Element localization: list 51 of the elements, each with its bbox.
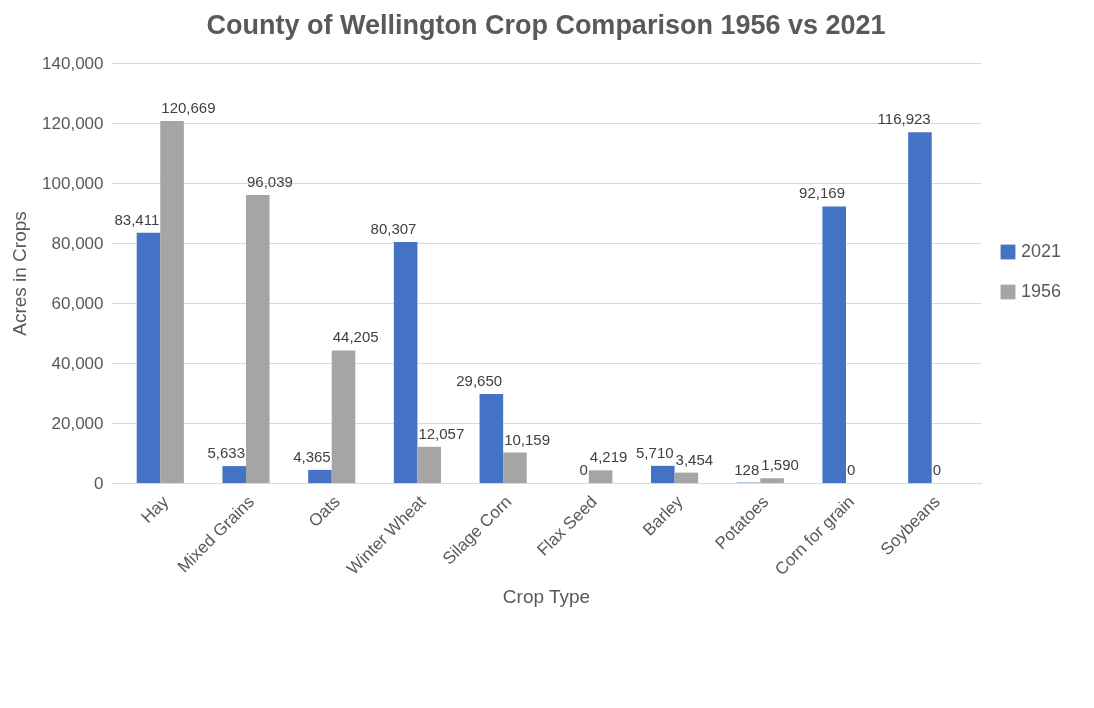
data-label: 0 [932,461,942,478]
bar [588,470,613,483]
bar [503,452,527,483]
y-tick-label: 140,000 [42,53,104,73]
y-tick-label: 0 [94,473,104,493]
y-tick-label: 80,000 [51,233,104,253]
data-label: 92,169 [799,184,845,202]
bar [822,206,846,483]
data-label: 3,454 [675,450,714,468]
y-axis-title: Acres in Crops [9,211,31,336]
bar [760,478,784,483]
data-label: 29,650 [456,372,503,390]
y-tick-label: 100,000 [42,173,104,193]
bar [674,472,699,483]
bar [393,242,418,483]
data-label: 120,669 [161,98,216,116]
x-tick-label: Oats [304,492,344,531]
bar [417,446,441,483]
data-label: 5,710 [636,443,674,461]
data-label: 80,307 [370,220,417,238]
data-label: 44,205 [332,328,379,346]
bar [331,350,356,483]
bar [160,120,184,483]
x-axis-title: Crop Type [502,586,591,608]
bar [308,469,332,483]
data-label: 4,365 [293,447,331,465]
data-label: 1,590 [761,456,799,474]
data-label: 0 [847,461,856,478]
bar [222,466,246,483]
data-label: 0 [579,461,588,478]
bar [479,394,504,483]
bar [246,194,270,483]
data-label: 96,039 [247,172,293,190]
legend-label: 1956 [1021,281,1062,301]
data-label: 10,159 [504,430,551,448]
x-tick-label: Hay [137,491,173,527]
y-tick-label: 60,000 [51,293,104,313]
legend-label: 2021 [1021,241,1062,261]
y-tick-label: 40,000 [51,353,104,373]
bar [651,465,675,483]
chart-title: County of Wellington Crop Comparison 1956 vs 2021 [206,10,886,40]
data-label: 12,057 [418,424,465,442]
y-tick-label: 20,000 [51,413,104,433]
y-tick-label: 120,000 [42,113,104,133]
data-label: 128 [734,460,760,478]
bar [136,232,161,483]
data-label: 5,633 [207,444,245,462]
data-label: 116,923 [877,110,931,128]
data-label: 4,219 [589,448,628,466]
bar [908,132,932,483]
data-label: 83,411 [114,210,160,228]
